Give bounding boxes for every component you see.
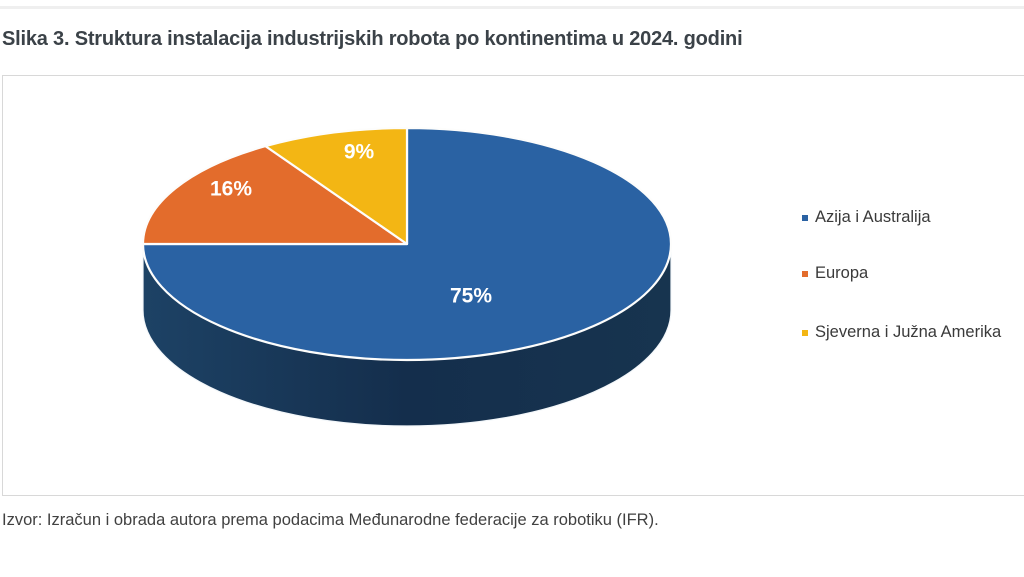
pie-slice — [264, 126, 409, 246]
pie-slice-label: 75% — [450, 285, 492, 308]
pie-slice-label: 16% — [210, 178, 252, 201]
source-note: Izvor: Izračun i obrada autora prema pod… — [2, 511, 659, 529]
pie-slice — [141, 126, 673, 362]
figure-title: Slika 3. Struktura instalacija industrij… — [2, 28, 743, 50]
pie-slice — [141, 145, 409, 246]
pie-slice-label: 9% — [344, 141, 375, 164]
page-top-divider — [0, 6, 1024, 9]
pie-chart: 75% 16% 9% — [141, 126, 673, 427]
chart-panel: 75% 16% 9% Azija i Australija Europa Sjeve… — [2, 75, 1024, 496]
